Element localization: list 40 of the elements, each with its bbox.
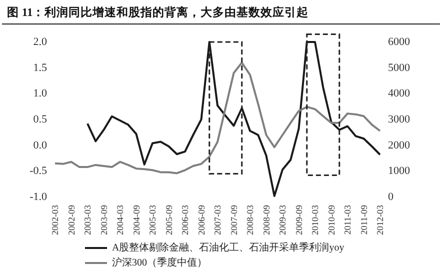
- line-series: [86, 41, 381, 197]
- x-tick-label: 2003-03: [82, 204, 92, 235]
- x-tick-label: 2012-03: [375, 204, 385, 235]
- x-tick-label: 2006-03: [180, 204, 190, 235]
- legend-label: 沪深300（季度中值）: [112, 256, 207, 268]
- x-tick-label: 2005-03: [148, 204, 158, 235]
- y2-tick-label: 0: [388, 191, 394, 203]
- x-tick-label: 2010-09: [326, 204, 336, 235]
- x-tick-label: 2004-03: [115, 204, 125, 235]
- x-tick-label: 2009-03: [278, 204, 288, 235]
- y2-tick-label: 6000: [388, 36, 410, 48]
- y2-tick-label: 4000: [388, 88, 410, 100]
- y2-tick-label: 5000: [388, 62, 410, 74]
- x-tick-label: 2009-09: [294, 204, 304, 235]
- x-tick-label: 2004-09: [131, 204, 142, 235]
- y-tick-label: 0.0: [33, 139, 48, 152]
- x-tick-label: 2011-09: [358, 204, 369, 235]
- chart-title: 图 11：利润同比增速和股指的背离，大多由基数效应引起: [7, 5, 309, 19]
- y-tick-label: 1.5: [33, 62, 48, 74]
- x-tick-label: 2005-09: [164, 204, 174, 235]
- y2-tick-label: 1000: [388, 165, 410, 178]
- x-tick-label: 2007-09: [228, 204, 239, 235]
- line-series: [54, 62, 381, 174]
- y-tick-label: -0.5: [30, 165, 48, 178]
- y-tick-label: 1.0: [33, 88, 48, 100]
- x-tick-label: 2011-03: [342, 204, 352, 235]
- legend-label: A股整体剔除金融、石油化工、石油开采单季利润yoy: [112, 242, 344, 254]
- x-tick-label: 2002-09: [66, 204, 76, 235]
- x-tick-label: 2008-09: [261, 204, 272, 235]
- x-tick-label: 2008-03: [245, 204, 255, 235]
- x-tick-label: 2006-09: [196, 204, 206, 235]
- x-tick-label: 2007-03: [212, 204, 222, 235]
- y2-tick-label: 3000: [388, 114, 410, 126]
- x-tick-label: 2003-09: [98, 204, 109, 235]
- y-tick-label: 2.0: [33, 36, 48, 48]
- y-tick-label: 0.5: [33, 114, 48, 126]
- y2-tick-label: 2000: [388, 139, 410, 152]
- y-tick-label: -1.0: [30, 191, 48, 203]
- x-tick-label: 2010-03: [310, 204, 320, 235]
- x-tick-label: 2002-03: [50, 204, 60, 235]
